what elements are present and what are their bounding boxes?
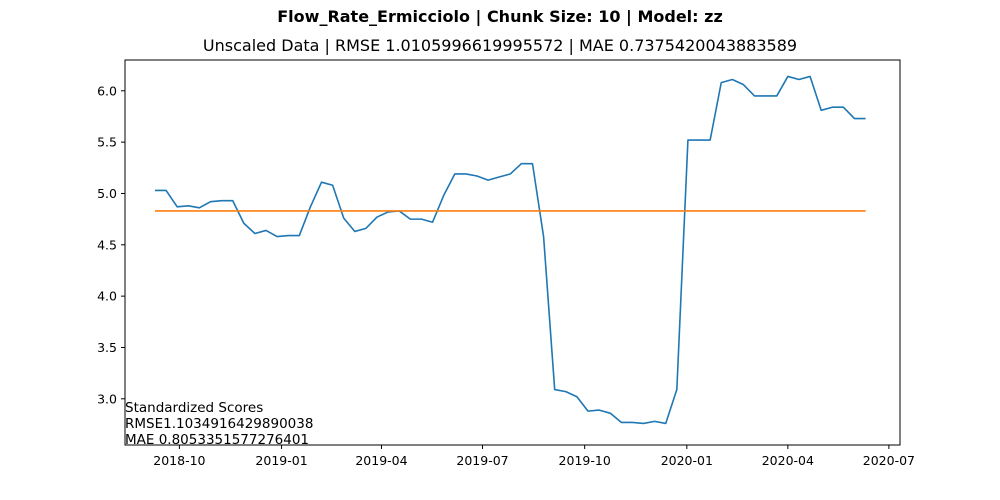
y-tick-label: 3.5 (97, 340, 117, 355)
x-tick-label: 2019-01 (255, 453, 307, 468)
plot-frame (124, 59, 901, 446)
x-tick-label: 2020-07 (863, 453, 915, 468)
y-tick-label: 6.0 (97, 83, 117, 98)
x-tick-label: 2019-10 (559, 453, 611, 468)
series-line-1 (154, 75, 866, 425)
y-tick-label: 4.5 (97, 237, 117, 252)
x-tick-label: 2019-04 (355, 453, 407, 468)
x-tick-label: 2019-07 (456, 453, 508, 468)
note-rmse: RMSE1.1034916429890038 (125, 416, 314, 432)
standardized-scores-note: Standardized Scores RMSE1.10349164298900… (125, 400, 313, 448)
note-heading: Standardized Scores (125, 400, 264, 416)
x-tick-label: 2020-04 (762, 453, 814, 468)
y-axis: 3.0 3.5 4.0 4.5 5.0 5.5 6.0 (97, 83, 125, 406)
x-tick-label: 2020-01 (661, 453, 713, 468)
chart-title: Unscaled Data | RMSE 1.0105996619995572 … (202, 36, 798, 55)
x-axis: 2018-10 2019-01 2019-04 2019-07 2019-10 2020-… (153, 445, 915, 468)
y-tick-label: 4.0 (97, 289, 117, 304)
x-tick-label: 2018-10 (153, 453, 205, 468)
note-mae: MAE 0.8053351577276401 (125, 432, 310, 448)
y-tick-label: 3.0 (97, 391, 117, 406)
y-tick-label: 5.5 (97, 135, 117, 150)
figure-title: Flow_Rate_Ermicciolo | Chunk Size: 10 | … (277, 7, 723, 26)
series-lines (154, 75, 866, 425)
y-tick-label: 5.0 (97, 186, 117, 201)
